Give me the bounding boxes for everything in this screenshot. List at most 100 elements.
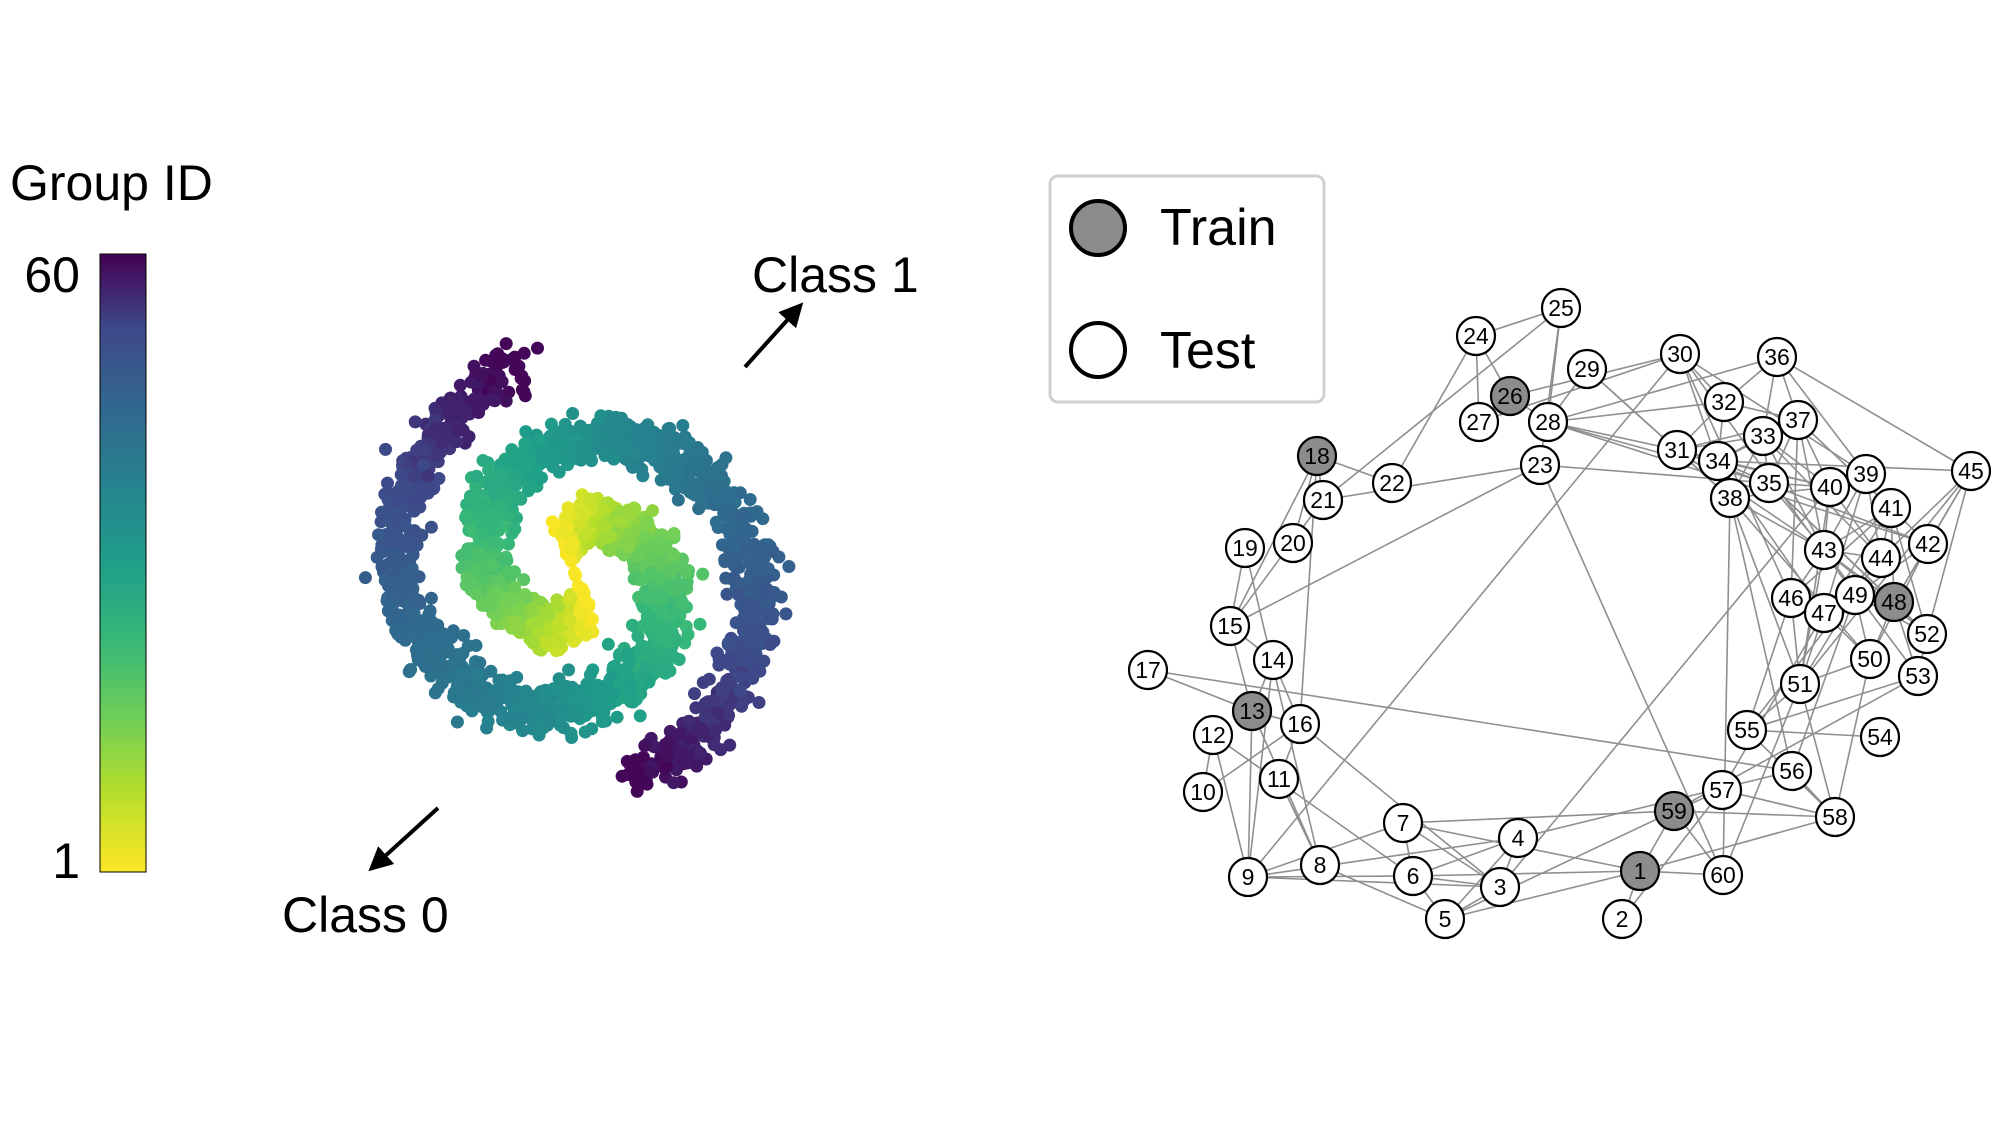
graph-node-circle xyxy=(1659,333,1701,375)
graph-edge xyxy=(1322,464,1541,501)
graph-node-3: 3 xyxy=(1479,866,1521,908)
legend-test-label: Test xyxy=(1160,322,1256,380)
graph-edge xyxy=(1391,335,1477,484)
graph-edge xyxy=(1499,486,1831,888)
graph-node-16: 16 xyxy=(1279,703,1321,745)
graph-node-circle xyxy=(1424,898,1466,940)
graph-node-circle xyxy=(1455,315,1497,357)
graph-edge xyxy=(1639,816,1836,872)
graph-node-label: 46 xyxy=(1778,585,1804,611)
graph-node-label: 53 xyxy=(1905,663,1931,689)
graph-node-33: 33 xyxy=(1742,415,1784,457)
graph-node-26: 26 xyxy=(1489,375,1531,417)
graph-node-8: 8 xyxy=(1299,844,1341,886)
graph-edge xyxy=(1722,497,1731,876)
graph-node-circle xyxy=(1458,401,1500,443)
graph-edge xyxy=(1547,421,1678,451)
class1-arrow xyxy=(743,302,804,369)
graph-node-54: 54 xyxy=(1859,716,1901,758)
graph-edge xyxy=(1412,870,1641,877)
class0-arrow xyxy=(368,806,440,872)
graph-node-label: 27 xyxy=(1466,409,1492,435)
graph-node-label: 43 xyxy=(1811,537,1837,563)
graph-node-circle xyxy=(1479,866,1521,908)
graph-node-circle xyxy=(1258,758,1300,800)
graph-node-label: 58 xyxy=(1822,804,1848,830)
graph-node-label: 57 xyxy=(1709,777,1735,803)
graph-node-circle xyxy=(1227,856,1269,898)
graph-node-42: 42 xyxy=(1907,523,1949,565)
graph-node-60: 60 xyxy=(1702,854,1744,896)
graph-node-circle xyxy=(1601,898,1643,940)
graph-node-circle xyxy=(1803,529,1845,571)
graph-node-31: 31 xyxy=(1656,429,1698,471)
graph-node-circle xyxy=(1845,453,1887,495)
graph-node-9: 9 xyxy=(1227,856,1269,898)
graph-node-label: 1 xyxy=(1634,858,1647,884)
graph-node-circle xyxy=(1897,655,1939,697)
graph-node-label: 18 xyxy=(1304,443,1330,469)
graph-edge xyxy=(1791,594,1856,772)
graph-node-19: 19 xyxy=(1224,527,1266,569)
graph-node-39: 39 xyxy=(1845,453,1887,495)
graph-node-label: 33 xyxy=(1750,423,1776,449)
graph-node-label: 11 xyxy=(1267,766,1291,792)
graph-edge xyxy=(1746,729,1881,738)
graph-node-23: 23 xyxy=(1519,444,1561,486)
colorbar-min-label: 1 xyxy=(52,833,80,889)
graph-node-circle xyxy=(1299,844,1341,886)
graph-edge xyxy=(1247,659,1274,878)
graph-edge xyxy=(1729,497,1871,660)
spiral-scatter xyxy=(358,337,796,798)
graph-node-40: 40 xyxy=(1809,466,1851,508)
graph-node-label: 39 xyxy=(1853,461,1879,487)
graph-node-circle xyxy=(1182,771,1224,813)
graph-node-label: 8 xyxy=(1314,852,1327,878)
class0-label: Class 0 xyxy=(282,887,449,943)
graph-node-label: 42 xyxy=(1915,531,1941,557)
graph-node-label: 9 xyxy=(1242,864,1255,890)
graph-edge xyxy=(1444,810,1675,920)
graph-node-circle xyxy=(1382,802,1424,844)
graph-node-58: 58 xyxy=(1814,796,1856,838)
graph-edge xyxy=(1247,837,1519,878)
graph-node-label: 31 xyxy=(1664,437,1690,463)
graph-edge xyxy=(1147,669,1793,772)
graph-node-label: 26 xyxy=(1497,383,1523,409)
graph-node-circle xyxy=(1252,639,1294,681)
graph-node-circle xyxy=(1540,287,1582,329)
graph-node-circle xyxy=(1296,435,1338,477)
graph-node-11: 11 xyxy=(1258,758,1300,800)
graph-node-circle xyxy=(1272,522,1314,564)
graph-node-37: 37 xyxy=(1777,399,1819,441)
graph-node-circle xyxy=(1870,487,1912,529)
graph-node-label: 50 xyxy=(1857,646,1883,672)
graph-node-49: 49 xyxy=(1834,574,1876,616)
graph-edge xyxy=(1776,356,1867,475)
graph-node-56: 56 xyxy=(1771,750,1813,792)
graph-node-circle xyxy=(1392,855,1434,897)
graph-node-circle xyxy=(1860,537,1902,579)
graph-node-25: 25 xyxy=(1540,287,1582,329)
graph-node-circle xyxy=(1834,574,1876,616)
graph-node-51: 51 xyxy=(1779,663,1821,705)
graph-node-circle xyxy=(1703,381,1745,423)
graph-node-label: 36 xyxy=(1764,344,1790,370)
graph-edge xyxy=(1247,710,1253,878)
graph-node-label: 34 xyxy=(1705,448,1731,474)
legend-train-marker xyxy=(1069,199,1127,257)
graph-node-label: 45 xyxy=(1958,458,1984,484)
graph-node-50: 50 xyxy=(1849,638,1891,680)
legend-test-marker xyxy=(1069,321,1127,379)
legend-train-label: Train xyxy=(1160,199,1277,257)
graph-edge xyxy=(1547,401,1725,423)
graph-edge xyxy=(1762,435,1825,551)
graph-edge xyxy=(1823,549,1919,677)
graph-node-circle xyxy=(1777,399,1819,441)
graph-node-10: 10 xyxy=(1182,771,1224,813)
graph-node-circle xyxy=(1209,605,1251,647)
graph-edge xyxy=(1547,356,1778,423)
graph-node-label: 12 xyxy=(1200,722,1226,748)
graph-node-38: 38 xyxy=(1709,477,1751,519)
colorbar: Group ID 60 1 xyxy=(10,155,213,889)
